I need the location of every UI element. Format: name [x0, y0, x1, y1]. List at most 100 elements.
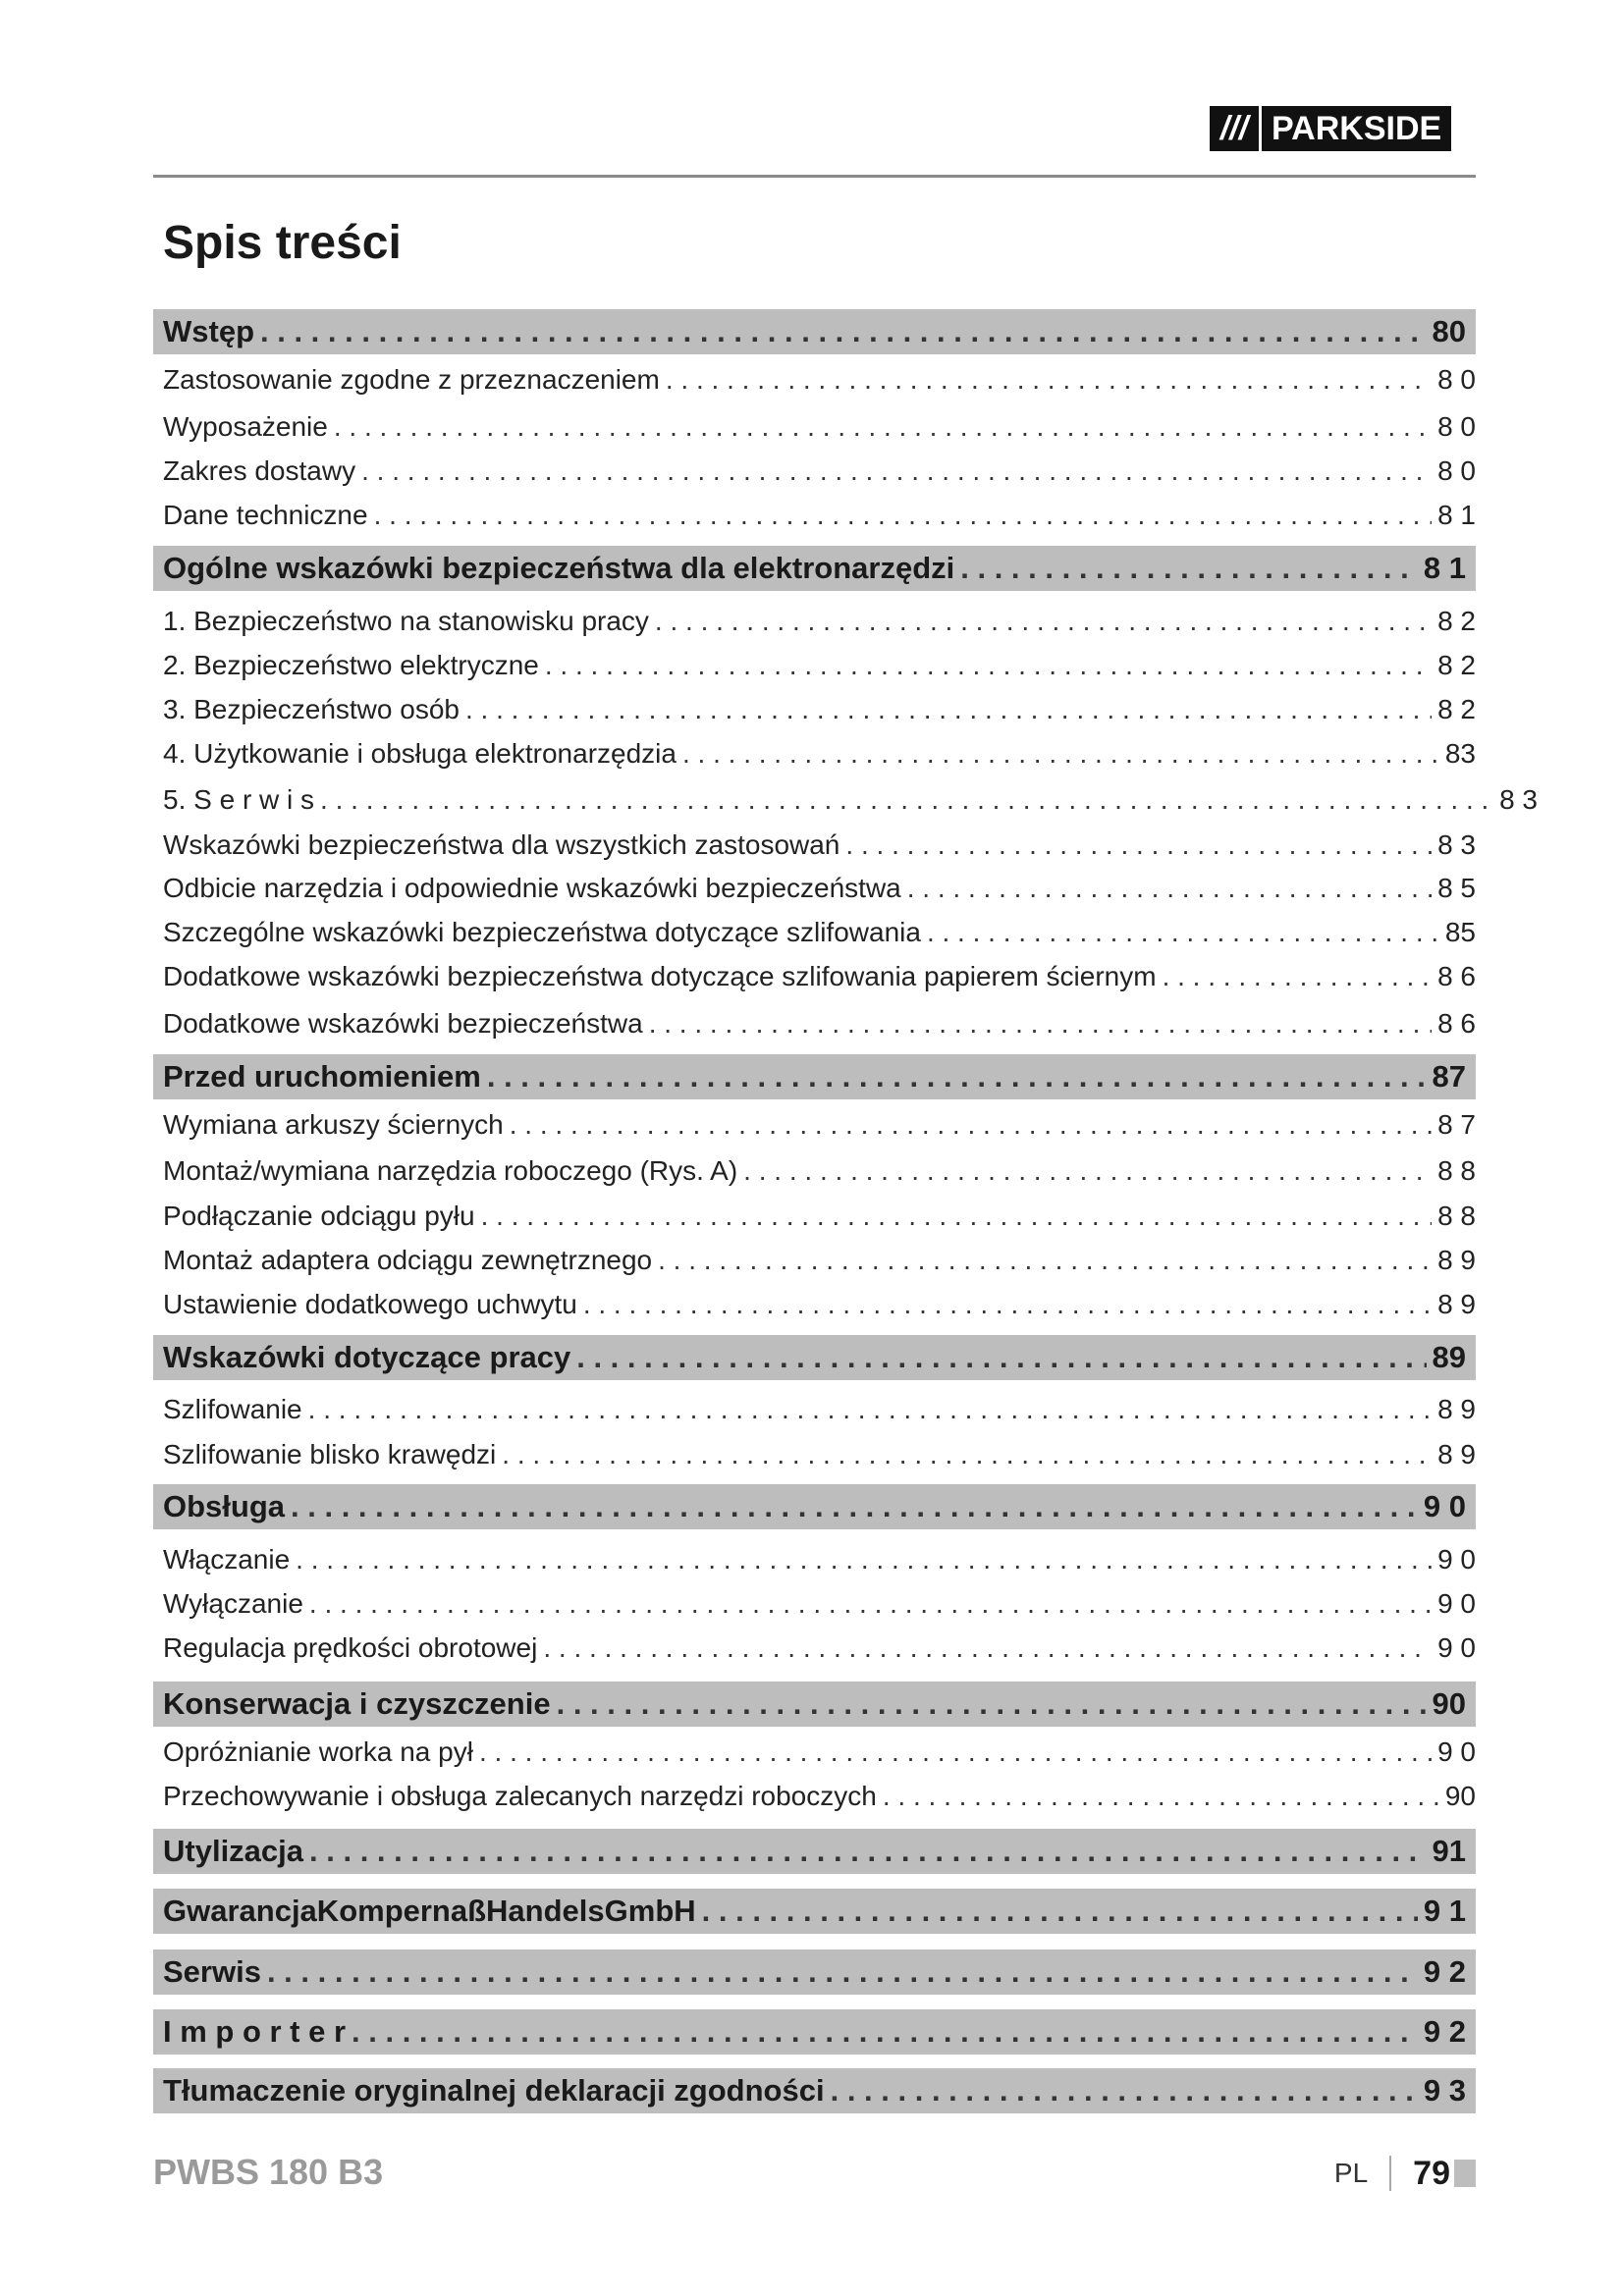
header-divider: [153, 175, 1476, 178]
dot-leader: [557, 1682, 1427, 1727]
toc-label: Szlifowanie: [163, 1393, 302, 1424]
toc-entry[interactable]: Włączanie 9 0: [153, 1540, 1486, 1579]
dot-leader: [927, 913, 1439, 952]
toc-section-heading[interactable]: Obsługa 9 0: [153, 1483, 1476, 1529]
dot-leader: [907, 869, 1432, 908]
toc-label: Przed uruchomieniem: [163, 1058, 481, 1094]
dot-leader: [479, 1733, 1432, 1772]
toc-page-number: 80: [1432, 313, 1466, 348]
dot-leader: [743, 1151, 1432, 1191]
toc-page-number: 9 0: [1437, 1543, 1476, 1575]
dot-leader: [702, 1889, 1418, 1934]
toc-label: Opróżnianie worka na pył: [163, 1736, 473, 1767]
logo-text: PARKSIDE: [1262, 106, 1452, 151]
toc-label: Dane techniczne: [163, 500, 368, 530]
toc-section-heading[interactable]: Przed uruchomieniem 87: [153, 1053, 1476, 1099]
toc-entry[interactable]: Odbicie narzędzia i odpowiednie wskazówk…: [153, 869, 1486, 908]
toc-label: Regulacja prędkości obrotowej: [163, 1631, 538, 1663]
toc-label: Tłumaczenie oryginalnej deklaracji zgodn…: [163, 2073, 825, 2108]
toc-section-heading[interactable]: Wstęp 80: [153, 308, 1476, 354]
toc-entry[interactable]: 5. S e r w i s 8 3: [153, 780, 1547, 820]
dot-leader: [666, 360, 1432, 400]
dot-leader: [543, 1629, 1432, 1668]
dot-leader: [374, 496, 1432, 535]
toc-section-heading[interactable]: Ogólne wskazówki bezpieczeństwa dla elek…: [153, 546, 1476, 591]
toc-label: Wskazówki bezpieczeństwa dla wszystkich …: [163, 829, 840, 860]
toc-page-number: 9 0: [1437, 1587, 1476, 1619]
toc-page-number: 87: [1432, 1058, 1466, 1094]
toc-entry[interactable]: Montaż adaptera odciągu zewnętrznego 8 9: [153, 1241, 1486, 1280]
toc-page-number: 8 9: [1437, 1393, 1476, 1424]
dot-leader: [502, 1435, 1432, 1474]
toc-page-number: 8 1: [1437, 500, 1476, 530]
toc-entry[interactable]: 3. Bezpieczeństwo osób 8 2: [153, 690, 1486, 729]
toc-page-number: 9 0: [1437, 1736, 1476, 1767]
dot-leader: [1163, 957, 1433, 996]
toc-label: Ustawienie dodatkowego uchwytu: [163, 1289, 577, 1319]
toc-entry[interactable]: Zakres dostawy 8 0: [153, 452, 1486, 491]
toc-page-number: 8 1: [1423, 551, 1466, 585]
dot-leader: [487, 1054, 1427, 1099]
toc-page-number: 8 2: [1437, 650, 1476, 680]
toc-entry[interactable]: Zastosowanie zgodne z przeznaczeniem 8 0: [153, 360, 1486, 400]
toc-section-heading[interactable]: Wskazówki dotyczące pracy 89: [153, 1335, 1476, 1380]
toc-page-number: 9 0: [1423, 1488, 1466, 1523]
toc-page-number: 8 9: [1437, 1439, 1476, 1469]
toc-label: Dodatkowe wskazówki bezpieczeństwa: [163, 1007, 643, 1039]
toc-label: 2. Bezpieczeństwo elektryczne: [163, 650, 539, 680]
toc-entry[interactable]: Opróżnianie worka na pył 9 0: [153, 1733, 1486, 1772]
toc-page-number: 8 0: [1437, 455, 1476, 486]
toc-label: Ogólne wskazówki bezpieczeństwa dla elek…: [163, 551, 955, 585]
toc-label: 1. Bezpieczeństwo na stanowisku pracy: [163, 606, 649, 636]
toc-entry[interactable]: 4. Użytkowanie i obsługa elektronarzędzi…: [153, 734, 1486, 774]
toc-label: 5. S e r w i s: [163, 783, 315, 815]
toc-entry[interactable]: Dodatkowe wskazówki bezpieczeństwa dotyc…: [153, 957, 1486, 996]
page-title: Spis treści: [163, 217, 402, 269]
toc-entry[interactable]: Szlifowanie 8 9: [153, 1390, 1486, 1429]
toc-label: Wskazówki dotyczące pracy: [163, 1340, 571, 1374]
dot-leader: [682, 734, 1439, 774]
footer-marker: [1454, 2160, 1476, 2187]
toc-label: Podłączanie odciągu pyłu: [163, 1201, 475, 1231]
toc-entry[interactable]: Dodatkowe wskazówki bezpieczeństwa 8 6: [153, 1004, 1486, 1043]
toc-section-heading[interactable]: Konserwacja i czyszczenie 90: [153, 1681, 1476, 1727]
dot-leader: [510, 1105, 1432, 1145]
toc-entry[interactable]: Wskazówki bezpieczeństwa dla wszystkich …: [153, 826, 1486, 865]
toc-page-number: 9 1: [1423, 1894, 1466, 1928]
toc-label: Obsługa: [163, 1488, 286, 1523]
toc-entry[interactable]: Wyposażenie 8 0: [153, 407, 1486, 447]
toc-entry[interactable]: Dane techniczne 8 1: [153, 496, 1486, 535]
toc-section-heading[interactable]: I m p o r t e r 9 2: [153, 2009, 1476, 2055]
toc-section-heading[interactable]: GwarancjaKompernaßHandelsGmbH 9 1: [153, 1889, 1476, 1934]
toc-page-number: 9 2: [1423, 1953, 1466, 1989]
toc-label: Konserwacja i czyszczenie: [163, 1685, 551, 1721]
toc-entry[interactable]: Ustawienie dodatkowego uchwytu 8 9: [153, 1285, 1486, 1324]
footer-page-info: PL 79: [1334, 2152, 1476, 2195]
dot-leader: [576, 1335, 1426, 1380]
toc-section-heading[interactable]: Tłumaczenie oryginalnej deklaracji zgodn…: [153, 2068, 1476, 2113]
toc-section-heading[interactable]: Utylizacja 91: [153, 1828, 1476, 1874]
toc-label: Przechowywanie i obsługa zalecanych narz…: [163, 1781, 877, 1811]
toc-entry[interactable]: Przechowywanie i obsługa zalecanych narz…: [153, 1777, 1486, 1816]
dot-leader: [655, 602, 1432, 641]
toc-entry[interactable]: Szczególne wskazówki bezpieczeństwa doty…: [153, 913, 1486, 952]
toc-entry[interactable]: Szlifowanie blisko krawędzi 8 9: [153, 1435, 1486, 1474]
toc-entry[interactable]: 2. Bezpieczeństwo elektryczne 8 2: [153, 646, 1486, 685]
toc-page-number: 9 0: [1437, 1631, 1476, 1663]
dot-leader: [296, 1540, 1432, 1579]
dot-leader: [361, 452, 1432, 491]
toc-page-number: 89: [1432, 1340, 1466, 1374]
toc-page-number: 90: [1432, 1685, 1466, 1721]
footer-language: PL: [1333, 2158, 1369, 2188]
toc-entry[interactable]: Montaż/wymiana narzędzia roboczego (Rys.…: [153, 1151, 1486, 1191]
toc-entry[interactable]: 1. Bezpieczeństwo na stanowisku pracy 8 2: [153, 602, 1486, 641]
toc-section-heading[interactable]: Serwis 9 2: [153, 1949, 1476, 1995]
toc-label: I m p o r t e r: [163, 2014, 347, 2049]
toc-page-number: 8 6: [1437, 960, 1476, 991]
toc-entry[interactable]: Regulacja prędkości obrotowej 9 0: [153, 1629, 1486, 1668]
toc-entry[interactable]: Wymiana arkuszy ściernych 8 7: [153, 1105, 1486, 1145]
toc-page-number: 8 8: [1437, 1201, 1476, 1231]
footer-divider: [1389, 2156, 1392, 2191]
toc-entry[interactable]: Wyłączanie 9 0: [153, 1584, 1486, 1624]
toc-entry[interactable]: Podłączanie odciągu pyłu 8 8: [153, 1197, 1486, 1236]
